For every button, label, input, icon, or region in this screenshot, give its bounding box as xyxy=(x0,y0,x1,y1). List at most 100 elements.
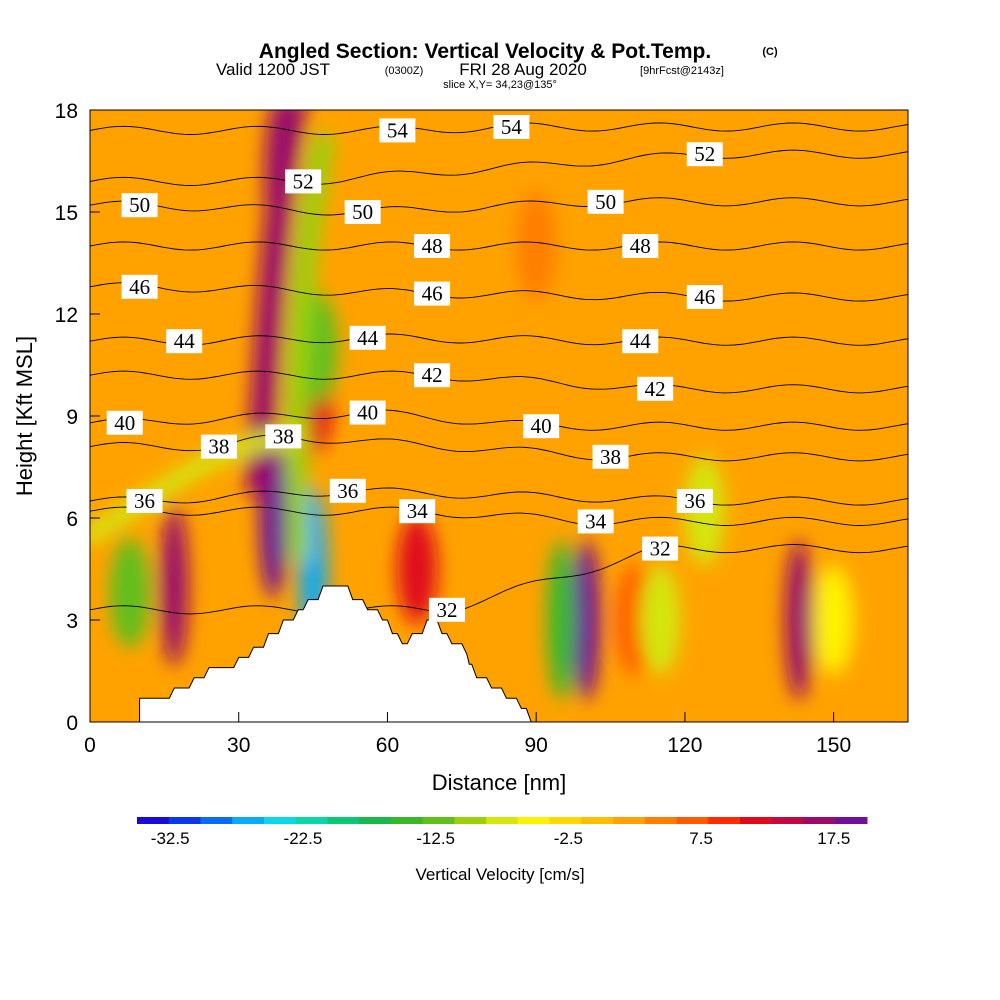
isentrope-label-44-0: 44 xyxy=(166,329,203,354)
svg-text:32: 32 xyxy=(650,537,671,561)
isentrope-32 xyxy=(90,544,908,615)
svg-text:54: 54 xyxy=(387,118,409,142)
svg-text:44: 44 xyxy=(357,326,379,350)
colorbar-tick-label: -32.5 xyxy=(151,829,190,848)
svg-text:34: 34 xyxy=(585,509,607,533)
colorbar-label: Vertical Velocity [cm/s] xyxy=(415,865,584,884)
colorbar-swatch xyxy=(771,817,805,824)
svg-text:40: 40 xyxy=(114,411,135,435)
colorbar-tick-label: 17.5 xyxy=(817,829,850,848)
velocity-cell-11 xyxy=(546,540,575,700)
isentrope-label-36-0: 36 xyxy=(126,489,163,513)
y-tick-label: 0 xyxy=(66,712,78,735)
velocity-cell-8 xyxy=(109,537,150,648)
isentrope-label-46-2: 46 xyxy=(686,285,723,309)
colorbar-swatch xyxy=(708,817,741,824)
isentrope-label-40-0: 40 xyxy=(106,410,143,435)
y-tick-label: 12 xyxy=(55,304,78,327)
svg-text:50: 50 xyxy=(595,190,616,214)
colorbar-swatch xyxy=(454,817,487,824)
svg-text:38: 38 xyxy=(273,424,294,448)
x-axis: 0 30 60 90 120 150 xyxy=(84,712,851,757)
x-tick-label: 30 xyxy=(227,734,250,757)
colorbar-swatch xyxy=(263,817,297,824)
isentrope-label-34-0: 34 xyxy=(399,499,436,524)
colorbar-swatch xyxy=(486,817,519,824)
y-tick-label: 15 xyxy=(55,202,78,225)
svg-text:46: 46 xyxy=(694,285,715,309)
svg-text:38: 38 xyxy=(600,445,621,469)
svg-text:40: 40 xyxy=(531,414,552,438)
isentrope-label-54-0: 54 xyxy=(379,118,416,143)
svg-text:50: 50 xyxy=(352,200,373,224)
isentrope-label-54-1: 54 xyxy=(493,115,530,139)
x-tick-label: 60 xyxy=(376,734,399,757)
chart-title: Angled Section: Vertical Velocity & Pot.… xyxy=(259,40,711,63)
isentrope-34 xyxy=(90,506,908,526)
isentrope-label-50-2: 50 xyxy=(587,189,624,214)
isentrope-label-40-1: 40 xyxy=(349,400,386,425)
isentrope-label-38-2: 38 xyxy=(592,444,629,469)
colorbar-swatch xyxy=(803,817,836,824)
isentrope-label-34-1: 34 xyxy=(577,509,614,534)
isentrope-label-32-0: 32 xyxy=(642,536,679,561)
svg-text:44: 44 xyxy=(174,329,196,353)
svg-text:36: 36 xyxy=(337,479,358,503)
isentrope-42 xyxy=(90,370,908,394)
isentrope-label-48-1: 48 xyxy=(622,234,659,258)
svg-text:48: 48 xyxy=(630,234,651,258)
velocity-cell-7 xyxy=(784,540,813,700)
colorbar-swatch xyxy=(644,817,678,824)
colorbar: -32.5 -22.5 -12.5 -2.5 7.5 17.5 xyxy=(137,817,868,848)
colorbar-swatch xyxy=(168,817,201,824)
velocity-field xyxy=(90,110,854,700)
colorbar-swatch xyxy=(232,817,265,824)
isentrope-label-38-0: 38 xyxy=(200,434,237,459)
isentrope-44 xyxy=(90,333,908,346)
svg-text:42: 42 xyxy=(422,363,443,387)
isentrope-40 xyxy=(90,409,908,431)
y-axis-label: Height [Kft MSL] xyxy=(12,336,37,496)
isentrope-label-38-1: 38 xyxy=(265,424,302,449)
velocity-cell-14 xyxy=(813,565,854,675)
updraft-band xyxy=(245,110,307,497)
x-tick-label: 120 xyxy=(667,734,702,757)
colorbar-swatch xyxy=(422,817,455,824)
slice-info: slice X,Y= 34,23@135° xyxy=(443,79,557,91)
isentrope-label-50-0: 50 xyxy=(121,193,158,218)
isentrope-label-36-1: 36 xyxy=(329,478,366,503)
isentrope-label-42-0: 42 xyxy=(414,363,451,388)
colorbar-swatch xyxy=(295,817,328,824)
svg-text:54: 54 xyxy=(501,115,523,139)
x-tick-label: 0 xyxy=(84,734,96,757)
velocity-cell-5 xyxy=(571,540,600,700)
svg-text:48: 48 xyxy=(422,234,443,258)
svg-text:50: 50 xyxy=(129,193,150,217)
svg-text:46: 46 xyxy=(129,275,150,299)
isentrope-48 xyxy=(90,241,908,251)
isentrope-label-46-0: 46 xyxy=(121,274,158,299)
isentrope-label-52-0: 52 xyxy=(285,169,322,194)
subtitle-valid: Valid 1200 JST xyxy=(216,60,330,79)
y-tick-label: 18 xyxy=(55,100,78,123)
x-tick-label: 90 xyxy=(525,734,548,757)
svg-text:52: 52 xyxy=(293,169,314,193)
isentrope-36 xyxy=(90,487,908,506)
isentrope-label-44-2: 44 xyxy=(622,329,659,354)
colorbar-swatch xyxy=(676,817,709,824)
isentrope-label-50-1: 50 xyxy=(344,200,381,224)
velocity-cell-12 xyxy=(640,565,681,675)
svg-text:38: 38 xyxy=(208,435,229,459)
svg-text:34: 34 xyxy=(407,499,429,523)
colorbar-swatch xyxy=(835,817,868,824)
isentrope-label-48-0: 48 xyxy=(414,234,451,258)
colorbar-tick-label: -2.5 xyxy=(554,829,583,848)
colorbar-swatch xyxy=(390,817,424,824)
isentrope-52 xyxy=(90,149,908,186)
subtitle-utc: (0300Z) xyxy=(385,65,424,77)
svg-text:42: 42 xyxy=(645,377,666,401)
svg-text:36: 36 xyxy=(684,489,705,513)
isentrope-labels: 32 32 34 34 36 36 36 38 38 38 40 40 40 42 42 44 44 44 46 46… xyxy=(106,115,723,622)
y-tick-label: 6 xyxy=(66,508,78,531)
